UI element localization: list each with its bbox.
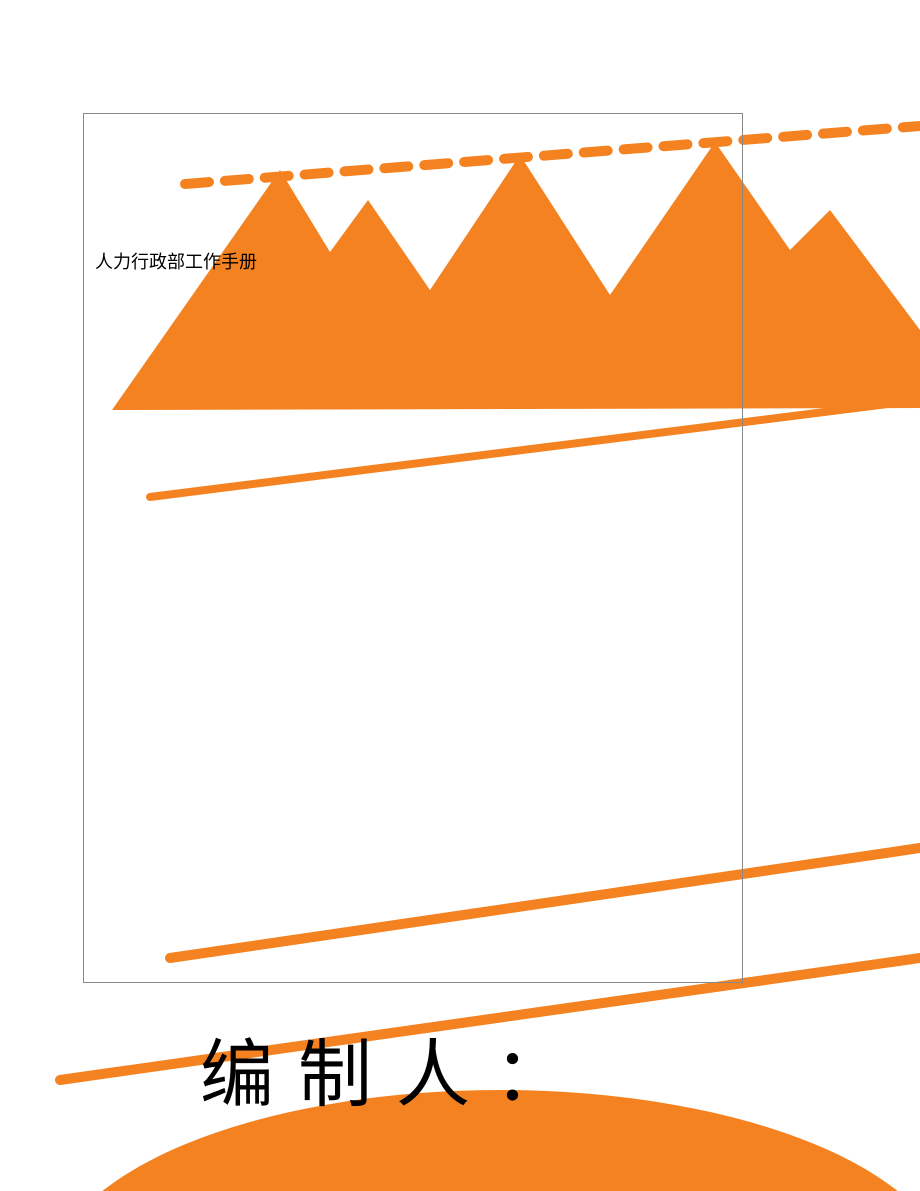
page-border [83,113,743,983]
compiler-label: 编制人： [200,1015,592,1122]
page-header-title: 人力行政部工作手册 [95,248,257,274]
